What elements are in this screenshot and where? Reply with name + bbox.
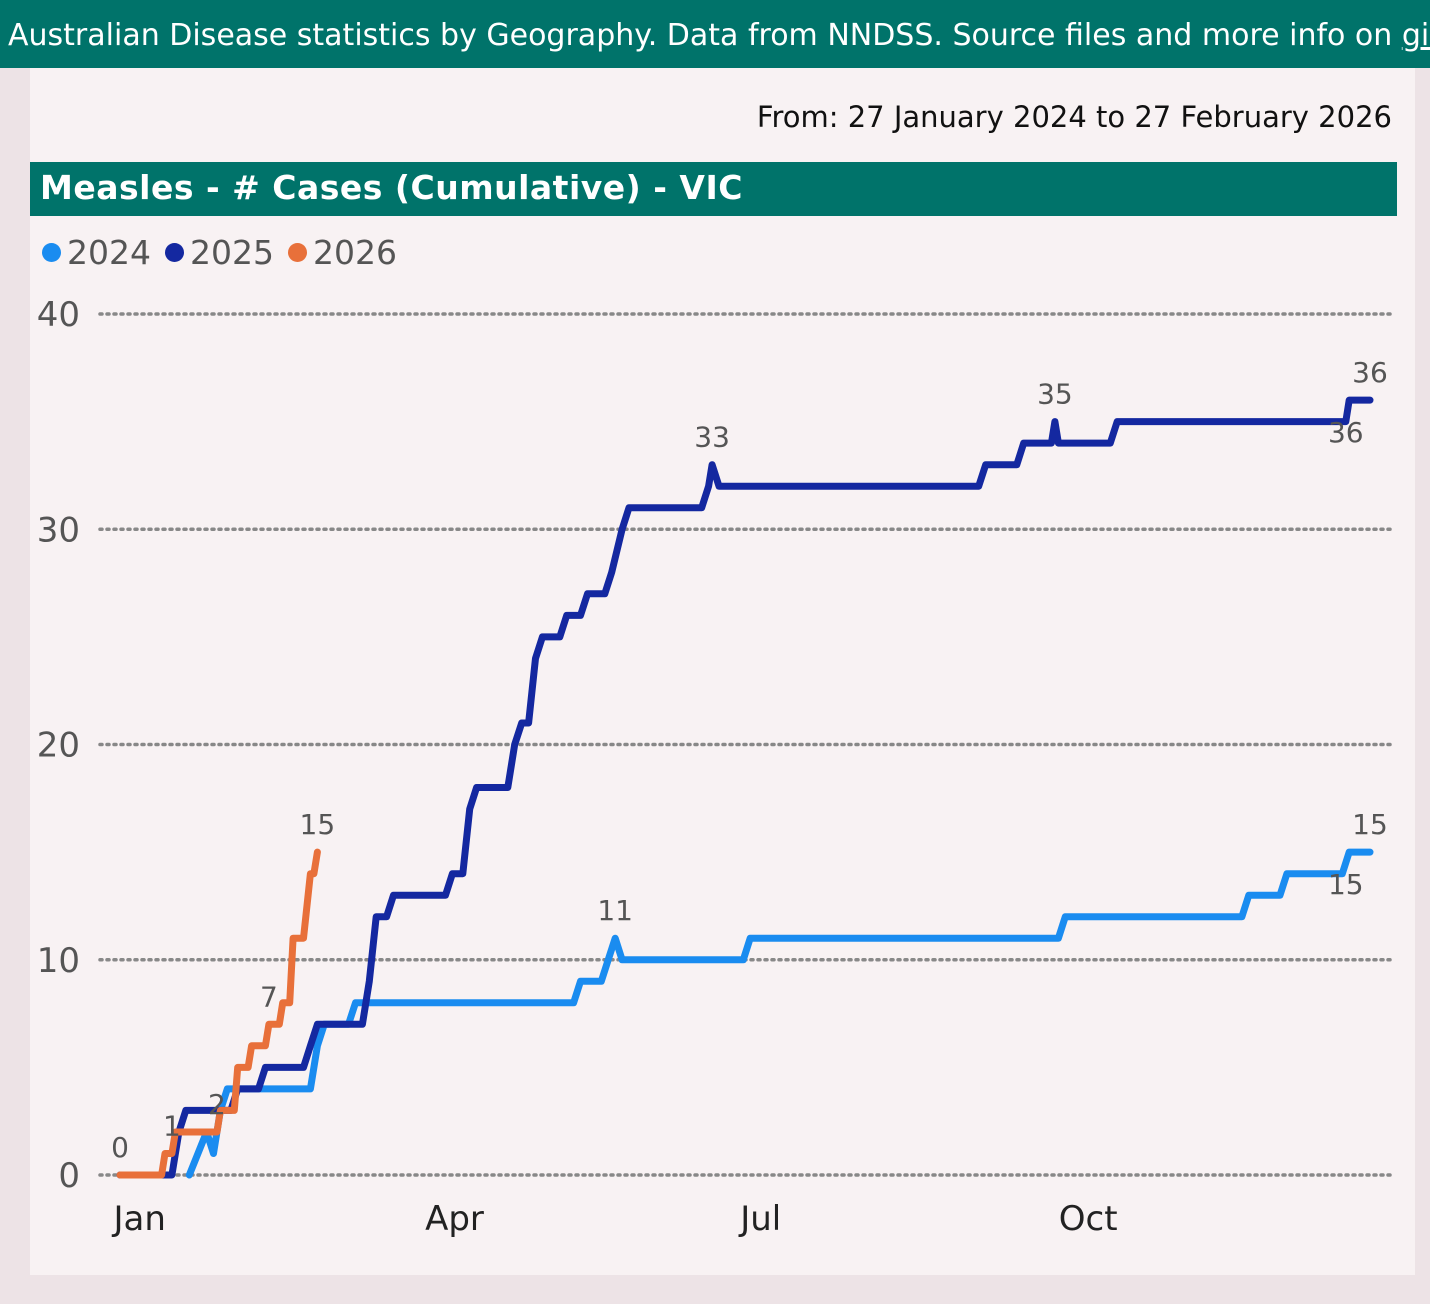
y-tick-30: 30 — [37, 510, 80, 550]
y-tick-10: 10 — [37, 941, 80, 981]
y-tick-20: 20 — [37, 726, 80, 766]
legend-label-2025: 2025 — [189, 232, 274, 272]
data-label-2024-0: 11 — [597, 894, 633, 927]
legend-item-2024[interactable]: 2024 — [42, 233, 151, 272]
data-label-2026-1: 2 — [208, 1088, 226, 1121]
top-banner: Australian Disease statistics by Geograp… — [0, 0, 1430, 68]
legend-label-2024: 2024 — [67, 232, 151, 272]
data-label-2025-4: 36 — [1328, 416, 1364, 449]
data-label-2025-2: 35 — [1037, 378, 1073, 411]
data-label-2025-3: 36 — [1352, 356, 1388, 389]
y-tick-40: 40 — [37, 295, 80, 335]
chart-title-bar: Measles - # Cases (Cumulative) - VIC — [30, 162, 1397, 216]
chart-title: Measles - # Cases (Cumulative) - VIC — [40, 168, 743, 207]
y-tick-0: 0 — [58, 1156, 80, 1196]
github-link[interactable]: github — [1401, 18, 1430, 53]
x-tick-oct: Oct — [1059, 1199, 1118, 1239]
legend-item-2026[interactable]: 2026 — [287, 232, 397, 272]
data-label-2025-1: 33 — [694, 421, 730, 454]
data-label-2024-2: 15 — [1328, 868, 1364, 901]
data-label-2024-1: 15 — [1352, 808, 1388, 841]
legend-item-2025[interactable]: 2025 — [164, 232, 274, 272]
legend-dot-2024 — [42, 242, 61, 262]
legend-dot-2025 — [164, 242, 184, 262]
chart-legend[interactable]: 2024 2025 2026 — [42, 232, 411, 272]
date-range-label: From: 27 January 2024 to 27 February 202… — [756, 100, 1392, 134]
x-tick-jul: Jul — [738, 1199, 781, 1239]
legend-label-2026: 2026 — [312, 232, 397, 272]
data-label-2026-2: 7 — [260, 980, 278, 1013]
x-tick-apr: Apr — [425, 1199, 484, 1239]
data-label-2026-0: 1 — [163, 1109, 181, 1142]
series-line-2026 — [116, 848, 321, 1179]
x-tick-jan: Jan — [111, 1199, 165, 1239]
data-label-2026-3: 15 — [300, 808, 336, 841]
banner-text: Australian Disease statistics by Geograp… — [8, 18, 1402, 53]
series-line-2025 — [116, 396, 1374, 1179]
data-label-2025-0: 0 — [111, 1131, 129, 1164]
legend-dot-2026 — [287, 242, 307, 262]
